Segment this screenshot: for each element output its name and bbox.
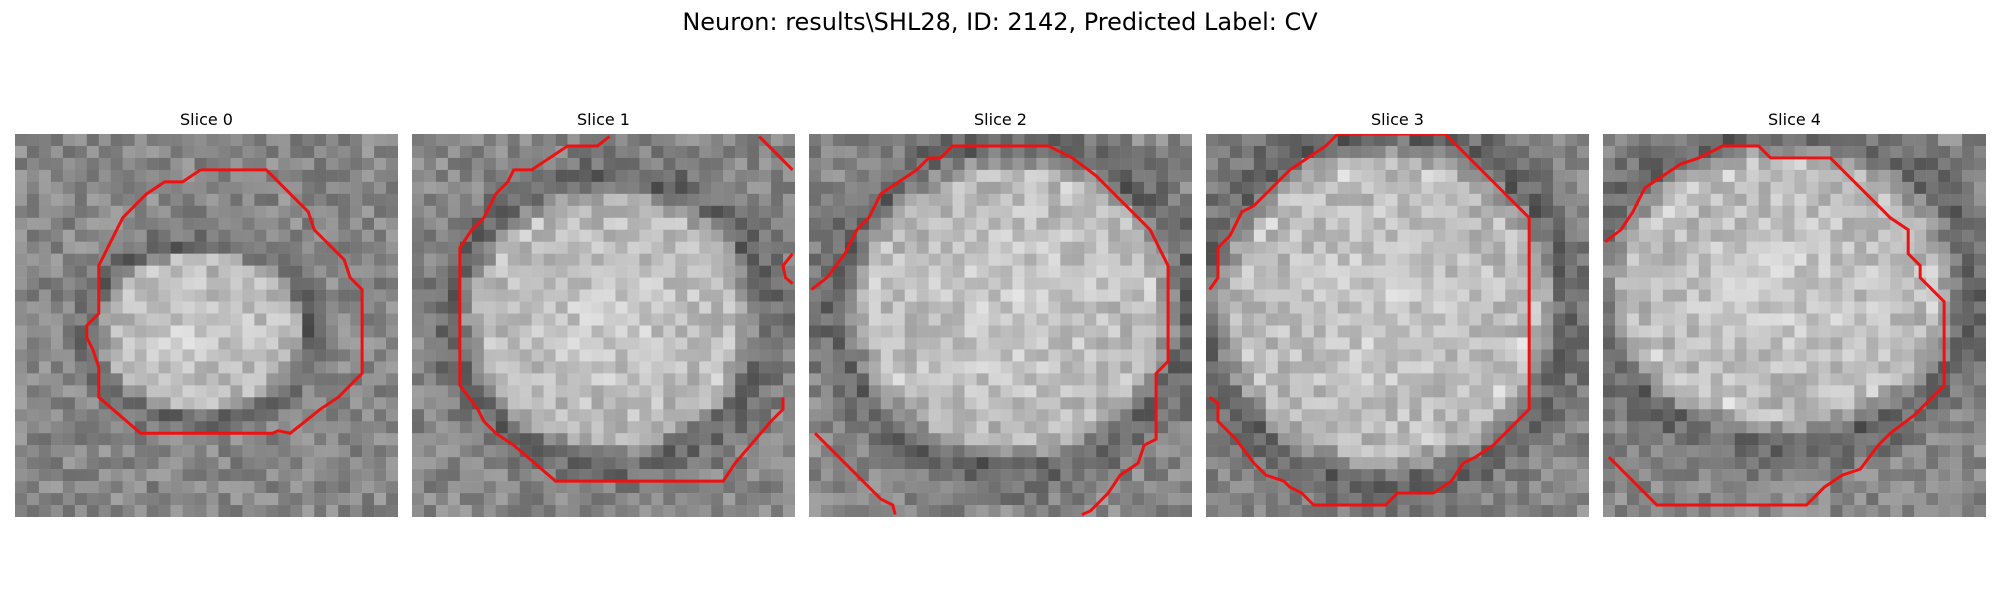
- slice-image-3: [1206, 134, 1589, 517]
- contour-line-1c: [781, 252, 794, 285]
- contour-line-0: [85, 168, 364, 435]
- slice-pixels-4: [1603, 134, 1986, 517]
- contour-line-1: [458, 135, 785, 483]
- slice-title-4: Slice 4: [1768, 110, 1821, 129]
- figure-title: Neuron: results\SHL28, ID: 2142, Predict…: [682, 8, 1318, 36]
- slice-panel-1: Slice 1: [412, 110, 795, 517]
- slice-image-4: [1603, 134, 1986, 517]
- slice-panel-4: Slice 4: [1603, 110, 1986, 517]
- slice-image-2: [809, 134, 1192, 517]
- slice-panel-2: Slice 2: [809, 110, 1192, 517]
- slice-title-2: Slice 2: [974, 110, 1027, 129]
- slice-title-0: Slice 0: [180, 110, 233, 129]
- contour-line-2b: [813, 432, 897, 515]
- contour-line-4: [1604, 144, 1946, 507]
- slice-image-0: [15, 134, 398, 517]
- slice-pixels-3: [1206, 134, 1589, 517]
- slice-title-3: Slice 3: [1371, 110, 1424, 129]
- contour-line-2: [810, 144, 1170, 516]
- slice-pixels-0: [15, 134, 398, 517]
- slice-panel-3: Slice 3: [1206, 110, 1589, 517]
- slice-title-1: Slice 1: [577, 110, 630, 129]
- contour-line-3: [1208, 134, 1531, 507]
- slice-panel-0: Slice 0: [15, 110, 398, 517]
- contour-line-1b: [758, 135, 794, 171]
- slice-pixels-2: [809, 134, 1192, 517]
- slice-pixels-1: [412, 134, 795, 517]
- slice-image-1: [412, 134, 795, 517]
